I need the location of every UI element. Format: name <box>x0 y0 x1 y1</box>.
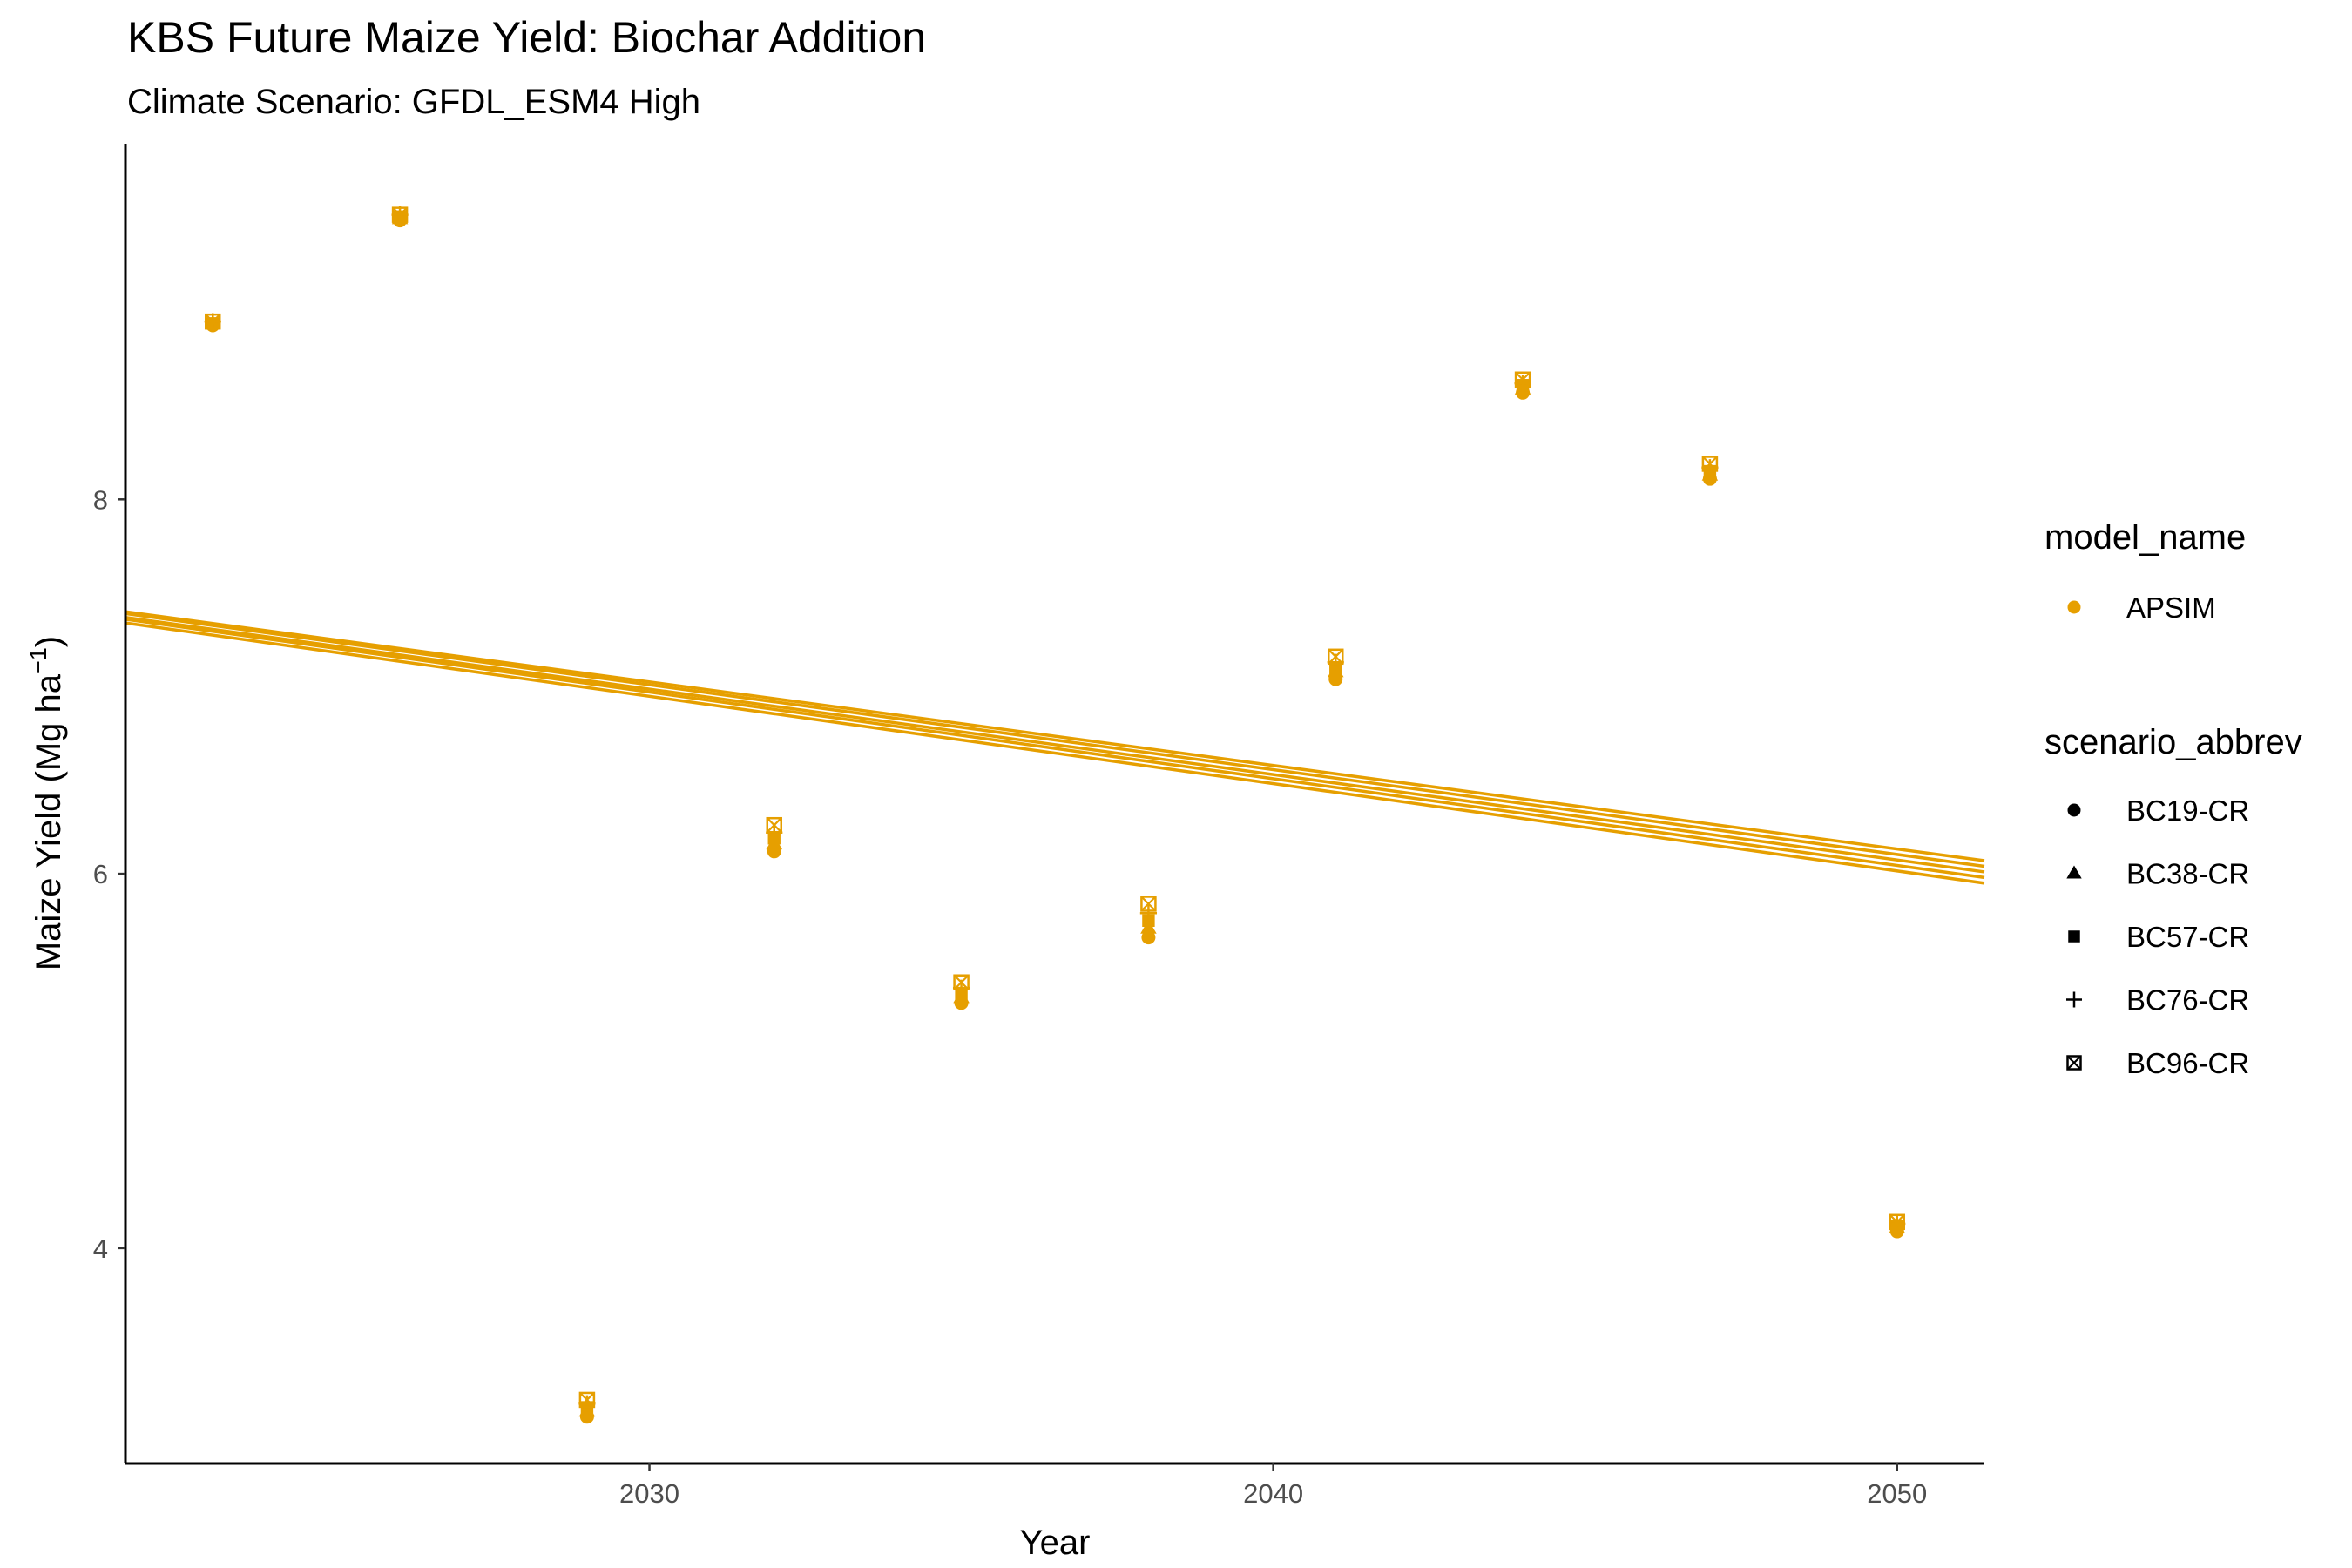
x-tick-label: 2040 <box>1243 1478 1303 1509</box>
data-point <box>1889 1213 1905 1231</box>
trend-lines <box>125 610 1985 885</box>
trend-line <box>125 621 1985 885</box>
legend-label: BC96-CR <box>2126 1047 2249 1079</box>
y-axis-ticks: 4 6 8 <box>93 484 125 1264</box>
legend-key <box>2066 865 2082 879</box>
legend-key <box>2066 1055 2082 1071</box>
trend-line <box>125 612 1985 868</box>
data-point <box>205 313 221 330</box>
x-axis-ticks: 2030 2040 2050 <box>619 1463 1927 1509</box>
legend-label: BC57-CR <box>2126 921 2249 953</box>
y-tick-label: 6 <box>93 859 108 889</box>
y-axis-title: Maize Yield (Mg ha−1) <box>25 636 68 970</box>
data-point <box>1327 648 1344 666</box>
legend-key <box>2067 600 2081 614</box>
legend-key <box>2068 930 2080 943</box>
y-axis-title-superscript: −1 <box>25 647 51 674</box>
chart-title: KBS Future Maize Yield: Biochar Addition <box>127 13 926 62</box>
legend-key <box>2067 803 2081 817</box>
data-point <box>1140 896 1157 912</box>
y-tick-label: 8 <box>93 484 108 515</box>
legend-title: scenario_abbrev <box>2044 723 2302 761</box>
legend-label: APSIM <box>2126 591 2216 624</box>
x-tick-label: 2030 <box>619 1478 679 1509</box>
data-point <box>391 206 409 223</box>
data-point <box>1701 459 1719 476</box>
y-tick-label: 4 <box>93 1233 108 1264</box>
x-tick-label: 2050 <box>1867 1478 1927 1509</box>
legend-label: BC76-CR <box>2126 984 2249 1017</box>
trend-line <box>125 610 1985 862</box>
data-point <box>578 1391 596 1409</box>
legend-label: BC19-CR <box>2126 794 2249 827</box>
legend-key <box>2066 991 2082 1008</box>
data-point <box>578 1395 596 1412</box>
data-point <box>1139 904 1158 922</box>
y-axis-title-close: ) <box>30 636 68 647</box>
x-axis-title: Year <box>1020 1524 1091 1562</box>
legend: model_name APSIM scenario_abbrev BC19-CR BC3… <box>2044 518 2302 1079</box>
legend-label: BC38-CR <box>2126 858 2249 890</box>
y-axis-title-text: Maize Yield (Mg ha <box>30 673 68 970</box>
data-point <box>1141 930 1156 945</box>
data-point <box>766 816 783 834</box>
data-point <box>1514 371 1531 389</box>
chart-subtitle: Climate Scenario: GFDL_ESM4 High <box>127 83 700 121</box>
data-point <box>953 974 970 990</box>
data-points <box>204 206 1906 1424</box>
data-point <box>1514 375 1531 392</box>
legend-title: model_name <box>2044 518 2246 557</box>
trend-line <box>125 615 1985 874</box>
trend-line <box>125 618 1985 880</box>
data-point <box>1701 456 1719 472</box>
